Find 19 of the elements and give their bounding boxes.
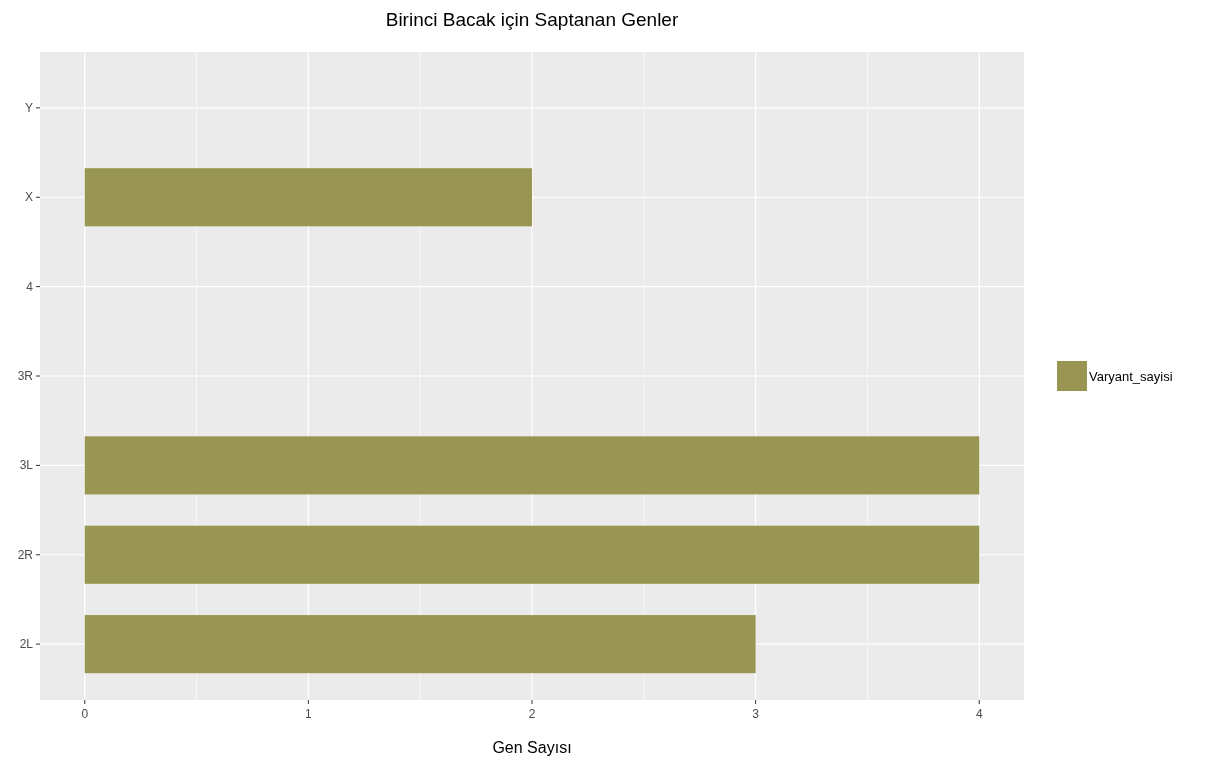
bar bbox=[84, 168, 532, 227]
y-tick-label: 3R bbox=[17, 369, 34, 383]
x-tick-label: 4 bbox=[975, 707, 983, 721]
x-axis-title: Gen Sayısı bbox=[492, 739, 572, 756]
x-tick-label: 3 bbox=[752, 707, 760, 721]
bar bbox=[84, 436, 980, 495]
legend-label: Varyant_sayisi bbox=[1089, 369, 1173, 384]
chart-title: Birinci Bacak için Saptanan Genler bbox=[385, 9, 679, 30]
bar bbox=[84, 615, 756, 674]
y-tick-label: 3L bbox=[19, 458, 34, 473]
y-tick-label: Y bbox=[24, 100, 33, 115]
x-tick-label: 1 bbox=[305, 707, 313, 721]
y-tick-label: X bbox=[24, 190, 33, 205]
bar bbox=[84, 525, 980, 584]
y-tick-label: 2L bbox=[19, 637, 34, 652]
y-tick-label: 2R bbox=[17, 547, 34, 562]
x-tick-label: 2 bbox=[528, 707, 536, 721]
y-tick-label: 4 bbox=[26, 279, 34, 294]
x-tick-label: 0 bbox=[81, 707, 89, 721]
